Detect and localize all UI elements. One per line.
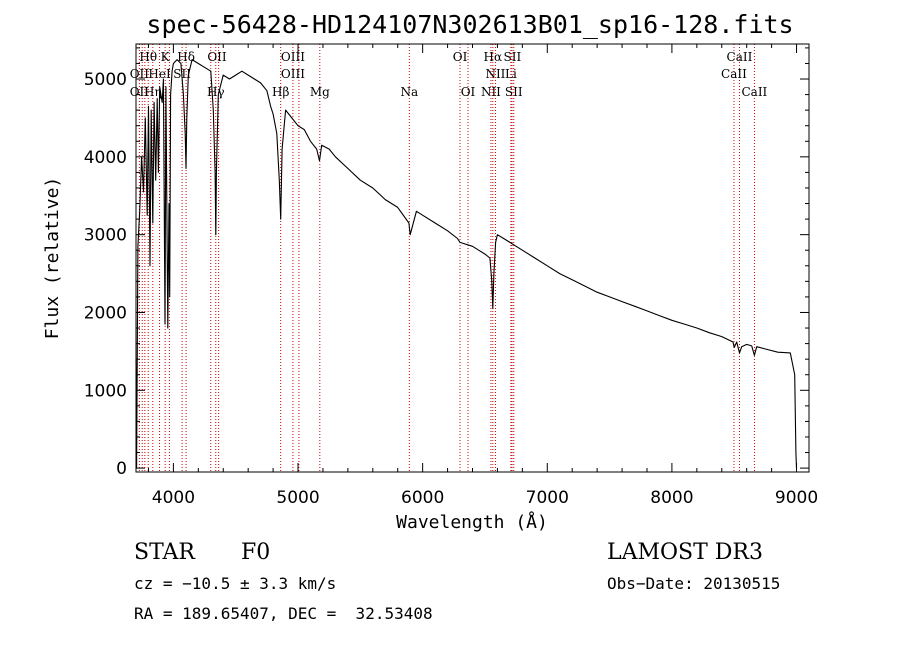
annotation-label: Li	[505, 67, 517, 81]
annotation-label: K	[161, 50, 171, 64]
annotation-label: Hθ	[139, 50, 157, 64]
annotation-label: SII	[504, 50, 522, 64]
annotation-label: NII	[481, 85, 501, 99]
spectral-subclass: F0	[241, 540, 271, 565]
x-tick-label: 7000	[526, 488, 569, 508]
x-tick-label: 9000	[775, 488, 818, 508]
y-axis: 0 1000 2000 3000 4000 5000	[84, 47, 809, 479]
annotation-label: Na	[400, 85, 418, 99]
line-markers	[138, 44, 755, 472]
annotation-label: Hδ	[177, 50, 195, 64]
annotation-label: Mg	[310, 85, 330, 99]
x-tick-label: 6000	[401, 488, 444, 508]
annotation-label: Hγ	[207, 85, 225, 99]
y-tick-label: 1000	[84, 381, 127, 401]
annotation-label: Hβ	[272, 85, 289, 99]
x-tick-label: 5000	[276, 488, 319, 508]
x-axis: 4000 5000 6000 7000 8000 9000	[147, 44, 818, 508]
y-tick-label: 0	[116, 459, 127, 479]
x-axis-label: Wavelength (Å)	[396, 511, 548, 533]
x-tick-label: 4000	[152, 488, 195, 508]
y-tick-label: 4000	[84, 148, 127, 168]
object-type: STAR	[134, 540, 195, 565]
y-tick-label: 5000	[84, 70, 127, 90]
x-tick-label: 8000	[650, 488, 693, 508]
annotation-label: OI	[461, 85, 476, 99]
annotation-label: OII	[207, 50, 227, 64]
y-axis-label: Flux (relative)	[42, 177, 63, 340]
annotation-label: CaII	[741, 85, 767, 99]
plot-frame	[135, 43, 810, 473]
coordinates: RA = 189.65407, DEC = 32.53408	[134, 604, 433, 623]
annotation-label: SII	[505, 85, 523, 99]
annotation-label: SII	[173, 67, 191, 81]
annotation-label: CaII	[721, 67, 747, 81]
series-line-spectrum	[135, 59, 798, 469]
chart-title: spec-56428-HD124107N302613B01_sp16-128.f…	[146, 10, 793, 39]
y-tick-label: 2000	[84, 303, 127, 323]
annotation-label: Hη	[144, 85, 162, 99]
annotation-label: CaII	[727, 50, 753, 64]
annotation-label: OII	[130, 67, 150, 81]
annotation-label: NII	[485, 67, 505, 81]
annotation-label: OII	[130, 85, 150, 99]
annotation-label: HeI	[148, 67, 171, 81]
annotation-label: OIII	[281, 50, 305, 64]
annotation-label: Hα	[484, 50, 503, 64]
series-group	[135, 59, 798, 469]
survey-name: LAMOST DR3	[607, 540, 763, 565]
redshift-readout: cz = −10.5 ± 3.3 km/s	[134, 574, 337, 593]
obs-date: Obs−Date: 20130515	[607, 574, 781, 593]
y-tick-label: 3000	[84, 226, 127, 246]
annotation-label: OIII	[281, 67, 305, 81]
annotation-label: OI	[453, 50, 468, 64]
